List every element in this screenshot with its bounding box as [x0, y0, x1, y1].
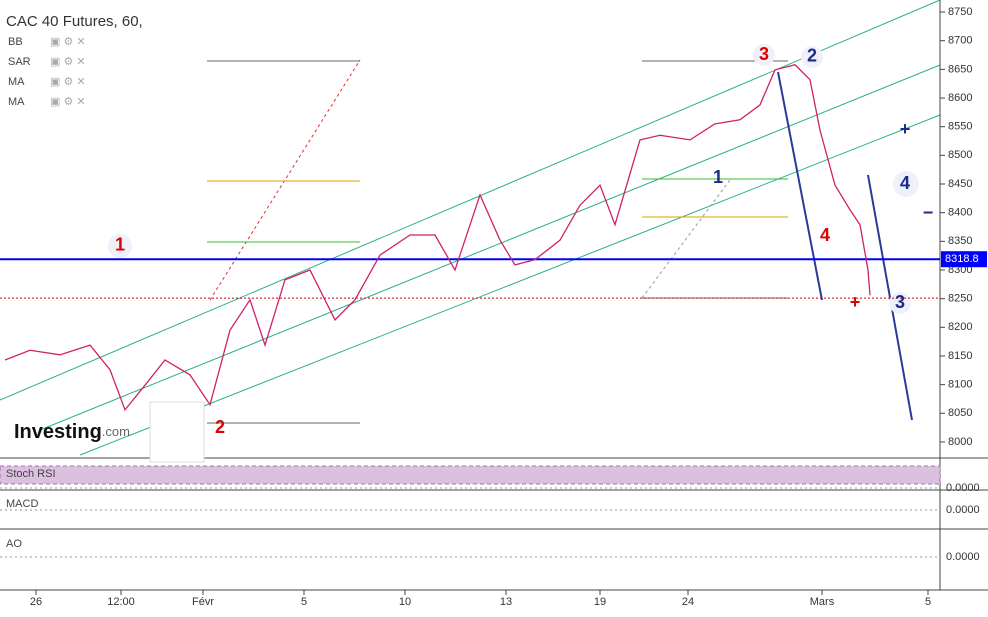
price-tag: 8318.8 — [945, 253, 979, 265]
series-line — [4, 64, 871, 412]
annotation: + — [850, 292, 861, 312]
indicator-label: MA — [8, 96, 25, 108]
panel-title: Stoch RSI — [6, 468, 56, 480]
indicator-icons: ▣ ⚙ ✕ — [50, 76, 86, 88]
arrow — [777, 71, 823, 301]
y-tick-label: 8150 — [948, 350, 972, 362]
y-tick-label: 8000 — [948, 436, 972, 448]
y-tick-label: 8600 — [948, 92, 972, 104]
annotation: 1 — [713, 167, 723, 187]
panel-title: MACD — [6, 498, 38, 510]
annotation: 4 — [900, 173, 910, 193]
annotation: − — [923, 203, 934, 223]
annotation: 4 — [820, 225, 830, 245]
y-tick-label: 8250 — [948, 293, 972, 305]
badge — [801, 46, 823, 68]
annotation: 3 — [759, 44, 769, 64]
fib-line — [641, 179, 731, 299]
x-tick-label: Mars — [810, 596, 835, 608]
badge — [753, 44, 775, 66]
annotation: 2 — [215, 417, 225, 437]
logo-badge — [149, 401, 205, 463]
channel-line — [39, 64, 941, 431]
badge — [893, 171, 919, 197]
indicator-icons: ▣ ⚙ ✕ — [50, 56, 86, 68]
x-tick-label: 19 — [594, 596, 606, 608]
drawings — [0, 0, 988, 591]
panel-title: AO — [6, 538, 22, 550]
annotation: 2 — [807, 45, 817, 65]
price-tag-bg — [941, 251, 987, 268]
x-tick-label: Févr — [192, 596, 214, 608]
stoch-band — [0, 465, 941, 485]
indicator-label: BB — [8, 36, 23, 48]
x-tick-label: 12:00 — [107, 596, 135, 608]
fib-line — [209, 59, 361, 301]
y-tick-label: 8200 — [948, 321, 972, 333]
y-tick-label: 8500 — [948, 149, 972, 161]
logo-name: Investing — [14, 421, 102, 443]
annotation: 1 — [115, 235, 125, 255]
y-tick-label: 8100 — [948, 379, 972, 391]
indicator-icons: ▣ ⚙ ✕ — [50, 36, 86, 48]
x-tick-label: 5 — [925, 596, 931, 608]
x-tick-label: 24 — [682, 596, 694, 608]
y-tick-label: 8350 — [948, 235, 972, 247]
x-tick-label: 13 — [500, 596, 512, 608]
y-tick-label: 0.0000 — [946, 504, 980, 516]
y-tick-label: 8450 — [948, 178, 972, 190]
chart-title: CAC 40 Futures, 60, — [6, 13, 143, 30]
indicator-label: SAR — [8, 56, 31, 68]
badge — [108, 234, 132, 258]
y-tick-label: 0.0000 — [946, 482, 980, 494]
y-tick-label: 8650 — [948, 63, 972, 75]
indicator-label: MA — [8, 76, 25, 88]
x-tick-label: 10 — [399, 596, 411, 608]
y-tick-label: 8400 — [948, 207, 972, 219]
y-tick-label: 0.0000 — [946, 551, 980, 563]
x-tick-label: 26 — [30, 596, 42, 608]
annotation: 3 — [895, 292, 905, 312]
logo: Investing.com — [14, 421, 130, 443]
y-tick-label: 8700 — [948, 35, 972, 47]
logo-suffix: .com — [102, 424, 130, 439]
indicator-icons: ▣ ⚙ ✕ — [50, 96, 86, 108]
channel-line — [0, 0, 941, 401]
annotation: + — [900, 119, 911, 139]
badge — [889, 292, 911, 314]
y-tick-label: 8750 — [948, 6, 972, 18]
x-tick-label: 5 — [301, 596, 307, 608]
y-tick-label: 8050 — [948, 407, 972, 419]
arrow — [867, 174, 913, 421]
y-tick-label: 8550 — [948, 121, 972, 133]
